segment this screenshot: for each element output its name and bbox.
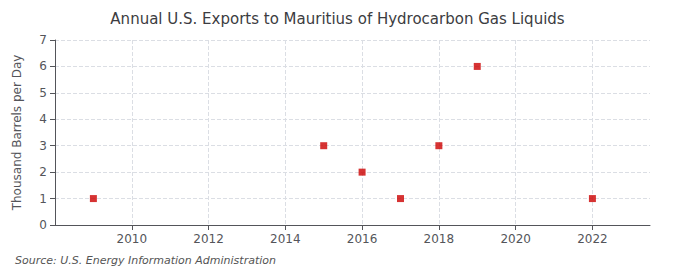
svg-text:7: 7 [39, 33, 47, 47]
svg-text:2014: 2014 [270, 232, 301, 246]
svg-text:5: 5 [39, 86, 47, 100]
svg-text:Annual U.S. Exports to Mauriti: Annual U.S. Exports to Mauritius of Hydr… [110, 10, 564, 28]
svg-text:2: 2 [39, 165, 47, 179]
svg-text:3: 3 [39, 139, 47, 153]
svg-text:2012: 2012 [193, 232, 224, 246]
svg-text:2022: 2022 [577, 232, 608, 246]
svg-text:0: 0 [39, 218, 47, 232]
svg-text:2018: 2018 [424, 232, 455, 246]
svg-text:4: 4 [39, 112, 47, 126]
svg-text:2016: 2016 [347, 232, 378, 246]
svg-text:Source: U.S. Energy Informatio: Source: U.S. Energy Information Administ… [15, 254, 276, 267]
svg-text:2020: 2020 [500, 232, 531, 246]
svg-text:2010: 2010 [117, 232, 148, 246]
svg-text:Thousand Barrels per Day: Thousand Barrels per Day [10, 55, 24, 212]
svg-text:1: 1 [39, 192, 47, 206]
svg-text:6: 6 [39, 59, 47, 73]
